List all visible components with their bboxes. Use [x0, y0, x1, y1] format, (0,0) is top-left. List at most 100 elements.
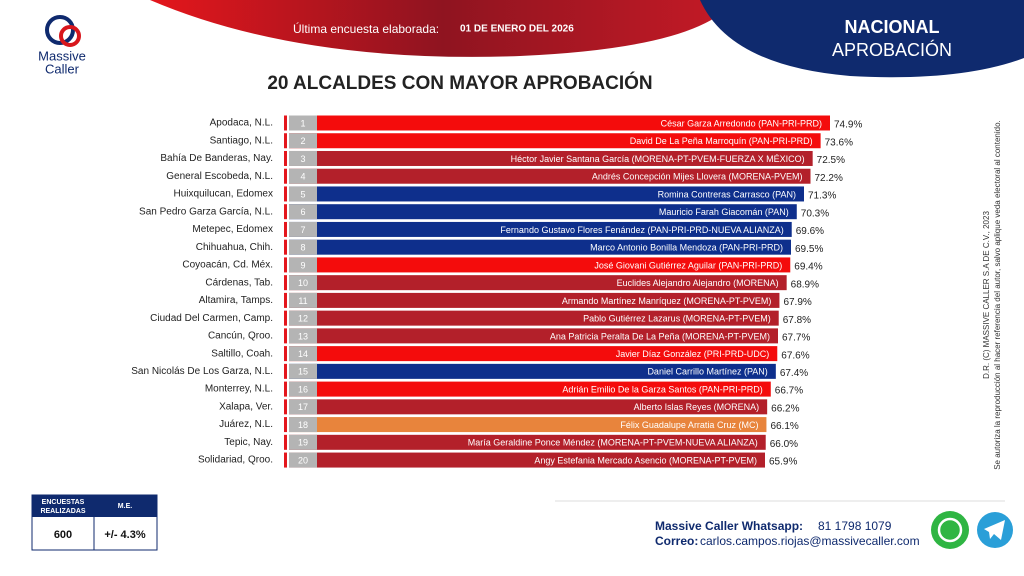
bar	[289, 399, 768, 415]
subject: APROBACIÓN	[832, 39, 952, 60]
stats-table: ENCUESTAS REALIZADAS M.E. 600 +/- 4.3%	[31, 494, 158, 551]
bar-label: Ana Patricia Peralta De La Peña (MORENA-…	[550, 331, 770, 341]
bar	[289, 257, 791, 273]
table-cell: 600	[54, 529, 72, 541]
whatsapp-number: 81 1798 1079	[818, 519, 892, 533]
copyright: D.R. (C) MASSIVE CALLER S.A DE C.V., 202…	[982, 211, 991, 379]
rank: 6	[300, 207, 305, 217]
bar	[289, 275, 787, 291]
category-label: Huixquilucan, Edomex	[174, 189, 274, 200]
category-label: Solidariad, Qroo.	[198, 455, 273, 466]
bar	[289, 363, 776, 379]
category-label: Bahía De Banderas, Nay.	[160, 153, 273, 164]
accent	[284, 310, 287, 326]
category-label: San Nicolás De Los Garza, N.L.	[131, 366, 273, 377]
accent	[284, 452, 287, 468]
table-cell: +/- 4.3%	[104, 529, 145, 541]
whatsapp-circle[interactable]	[931, 511, 969, 549]
bar-chart: Apodaca, N.L. 1 César Garza Arredondo (PAN…	[131, 115, 862, 468]
rank: 11	[298, 296, 307, 306]
survey-date: 01 DE ENERO DEL 2026	[460, 24, 574, 35]
bar	[289, 221, 792, 237]
category-label: Tepic, Nay.	[224, 437, 273, 448]
category-label: Ciudad Del Carmen, Camp.	[150, 313, 273, 324]
bar-label: Mauricio Farah Giacomán (PAN)	[659, 207, 789, 217]
accent	[284, 292, 287, 308]
rank-box	[289, 257, 317, 273]
accent	[284, 381, 287, 397]
bar-label: Adrián Emilio De la Garza Santos (PAN-PR…	[562, 384, 762, 394]
accent	[284, 257, 287, 273]
bar-label: Angy Estefania Mercado Asencio (MORENA-P…	[534, 455, 757, 465]
value-label: 67.4%	[780, 368, 808, 379]
telegram-glyph	[984, 520, 1005, 540]
rank-box	[289, 275, 317, 291]
bar-label: Alberto Islas Reyes (MORENA)	[634, 402, 760, 412]
email-label: Correo:	[655, 534, 698, 548]
rank: 13	[298, 331, 308, 341]
rank-box	[289, 292, 317, 308]
rank: 17	[298, 402, 308, 412]
accent	[284, 168, 287, 184]
rank: 7	[300, 225, 305, 235]
rank-box	[289, 221, 317, 237]
telegram-icon[interactable]	[977, 512, 1013, 548]
bar-label: Félix Guadalupe Arratia Cruz (MC)	[620, 420, 758, 430]
rank: 1	[300, 118, 305, 128]
value-label: 69.4%	[794, 262, 822, 273]
bar-label: César Garza Arredondo (PAN-PRI-PRD)	[661, 118, 822, 128]
value-label: 72.2%	[814, 173, 842, 184]
category-label: Apodaca, N.L.	[210, 118, 273, 129]
accent	[284, 328, 287, 344]
category-label: San Pedro Garza García, N.L.	[139, 206, 273, 217]
bar-label: Marco Antonio Bonilla Mendoza (PAN-PRI-P…	[590, 243, 783, 253]
value-label: 67.9%	[783, 297, 811, 308]
rank-box	[289, 417, 317, 433]
logo: Massive Caller	[38, 15, 86, 76]
bar	[289, 434, 766, 450]
bar-label: José Giovani Gutiérrez Aguilar (PAN-PRI-…	[594, 260, 782, 270]
value-label: 66.7%	[775, 386, 803, 397]
rank: 9	[300, 260, 305, 270]
bar-label: Daniel Carrillo Martínez (PAN)	[647, 367, 767, 377]
value-label: 66.1%	[770, 421, 798, 432]
rank: 3	[300, 154, 305, 164]
accent	[284, 275, 287, 291]
chart-title: 20 ALCALDES CON MAYOR APROBACIÓN	[267, 72, 652, 94]
table-header-text: ENCUESTAS REALIZADAS	[40, 499, 85, 515]
rank-box	[289, 239, 317, 255]
bar-label: Armando Martínez Manríquez (MORENA-PT-PV…	[562, 296, 772, 306]
rank: 19	[298, 438, 308, 448]
value-label: 72.5%	[817, 155, 845, 166]
rank-box	[289, 434, 317, 450]
value-label: 71.3%	[808, 191, 836, 202]
rank-box	[289, 346, 317, 362]
value-label: 67.6%	[781, 350, 809, 361]
value-label: 67.8%	[783, 315, 811, 326]
rank: 20	[298, 455, 308, 465]
category-label: Santiago, N.L.	[210, 135, 273, 146]
accent	[284, 186, 287, 202]
bar	[289, 452, 765, 468]
rank-box	[289, 310, 317, 326]
rank-box	[289, 115, 317, 131]
bar-label: Romina Contreras Carrasco (PAN)	[658, 189, 796, 199]
category-label: Monterrey, N.L.	[205, 384, 273, 395]
header-badge	[700, 0, 1024, 78]
accent	[284, 417, 287, 433]
whatsapp-icon[interactable]	[931, 511, 969, 549]
value-label: 70.3%	[801, 208, 829, 219]
rank: 16	[298, 384, 308, 394]
rank-box	[289, 186, 317, 202]
value-label: 69.5%	[795, 244, 823, 255]
rank: 15	[298, 367, 308, 377]
category-label: Cancún, Qroo.	[208, 331, 273, 342]
value-label: 67.7%	[782, 333, 810, 344]
bar-label: David De La Peña Marroquín (PAN-PRI-PRD)	[630, 136, 813, 146]
bar	[289, 204, 797, 220]
rank: 10	[298, 278, 308, 288]
bar-label: Pablo Gutiérrez Lazarus (MORENA-PT-PVEM)	[583, 314, 771, 324]
rank-box	[289, 452, 317, 468]
accent	[284, 239, 287, 255]
